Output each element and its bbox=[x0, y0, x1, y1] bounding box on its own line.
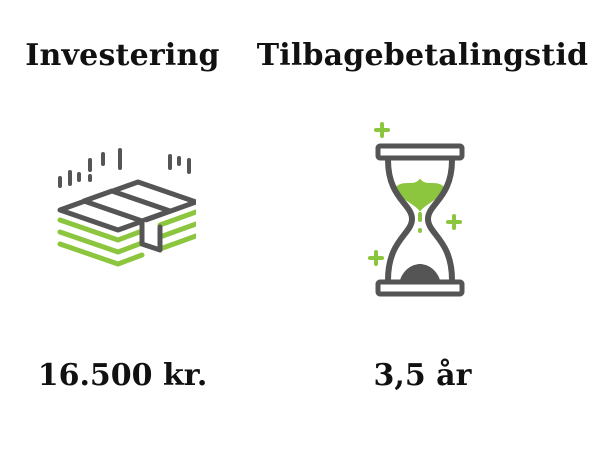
investment-value: 16.500 kr. bbox=[37, 358, 208, 393]
investment-section: Investering bbox=[0, 0, 245, 450]
payback-value: 3,5 år bbox=[373, 358, 472, 393]
money-stack-icon bbox=[57, 148, 196, 267]
payback-section: Tilbagebetalingstid bbox=[245, 0, 600, 450]
payback-heading: Tilbagebetalingstid bbox=[256, 38, 589, 73]
investment-heading: Investering bbox=[25, 38, 220, 73]
hourglass-icon bbox=[368, 122, 465, 297]
